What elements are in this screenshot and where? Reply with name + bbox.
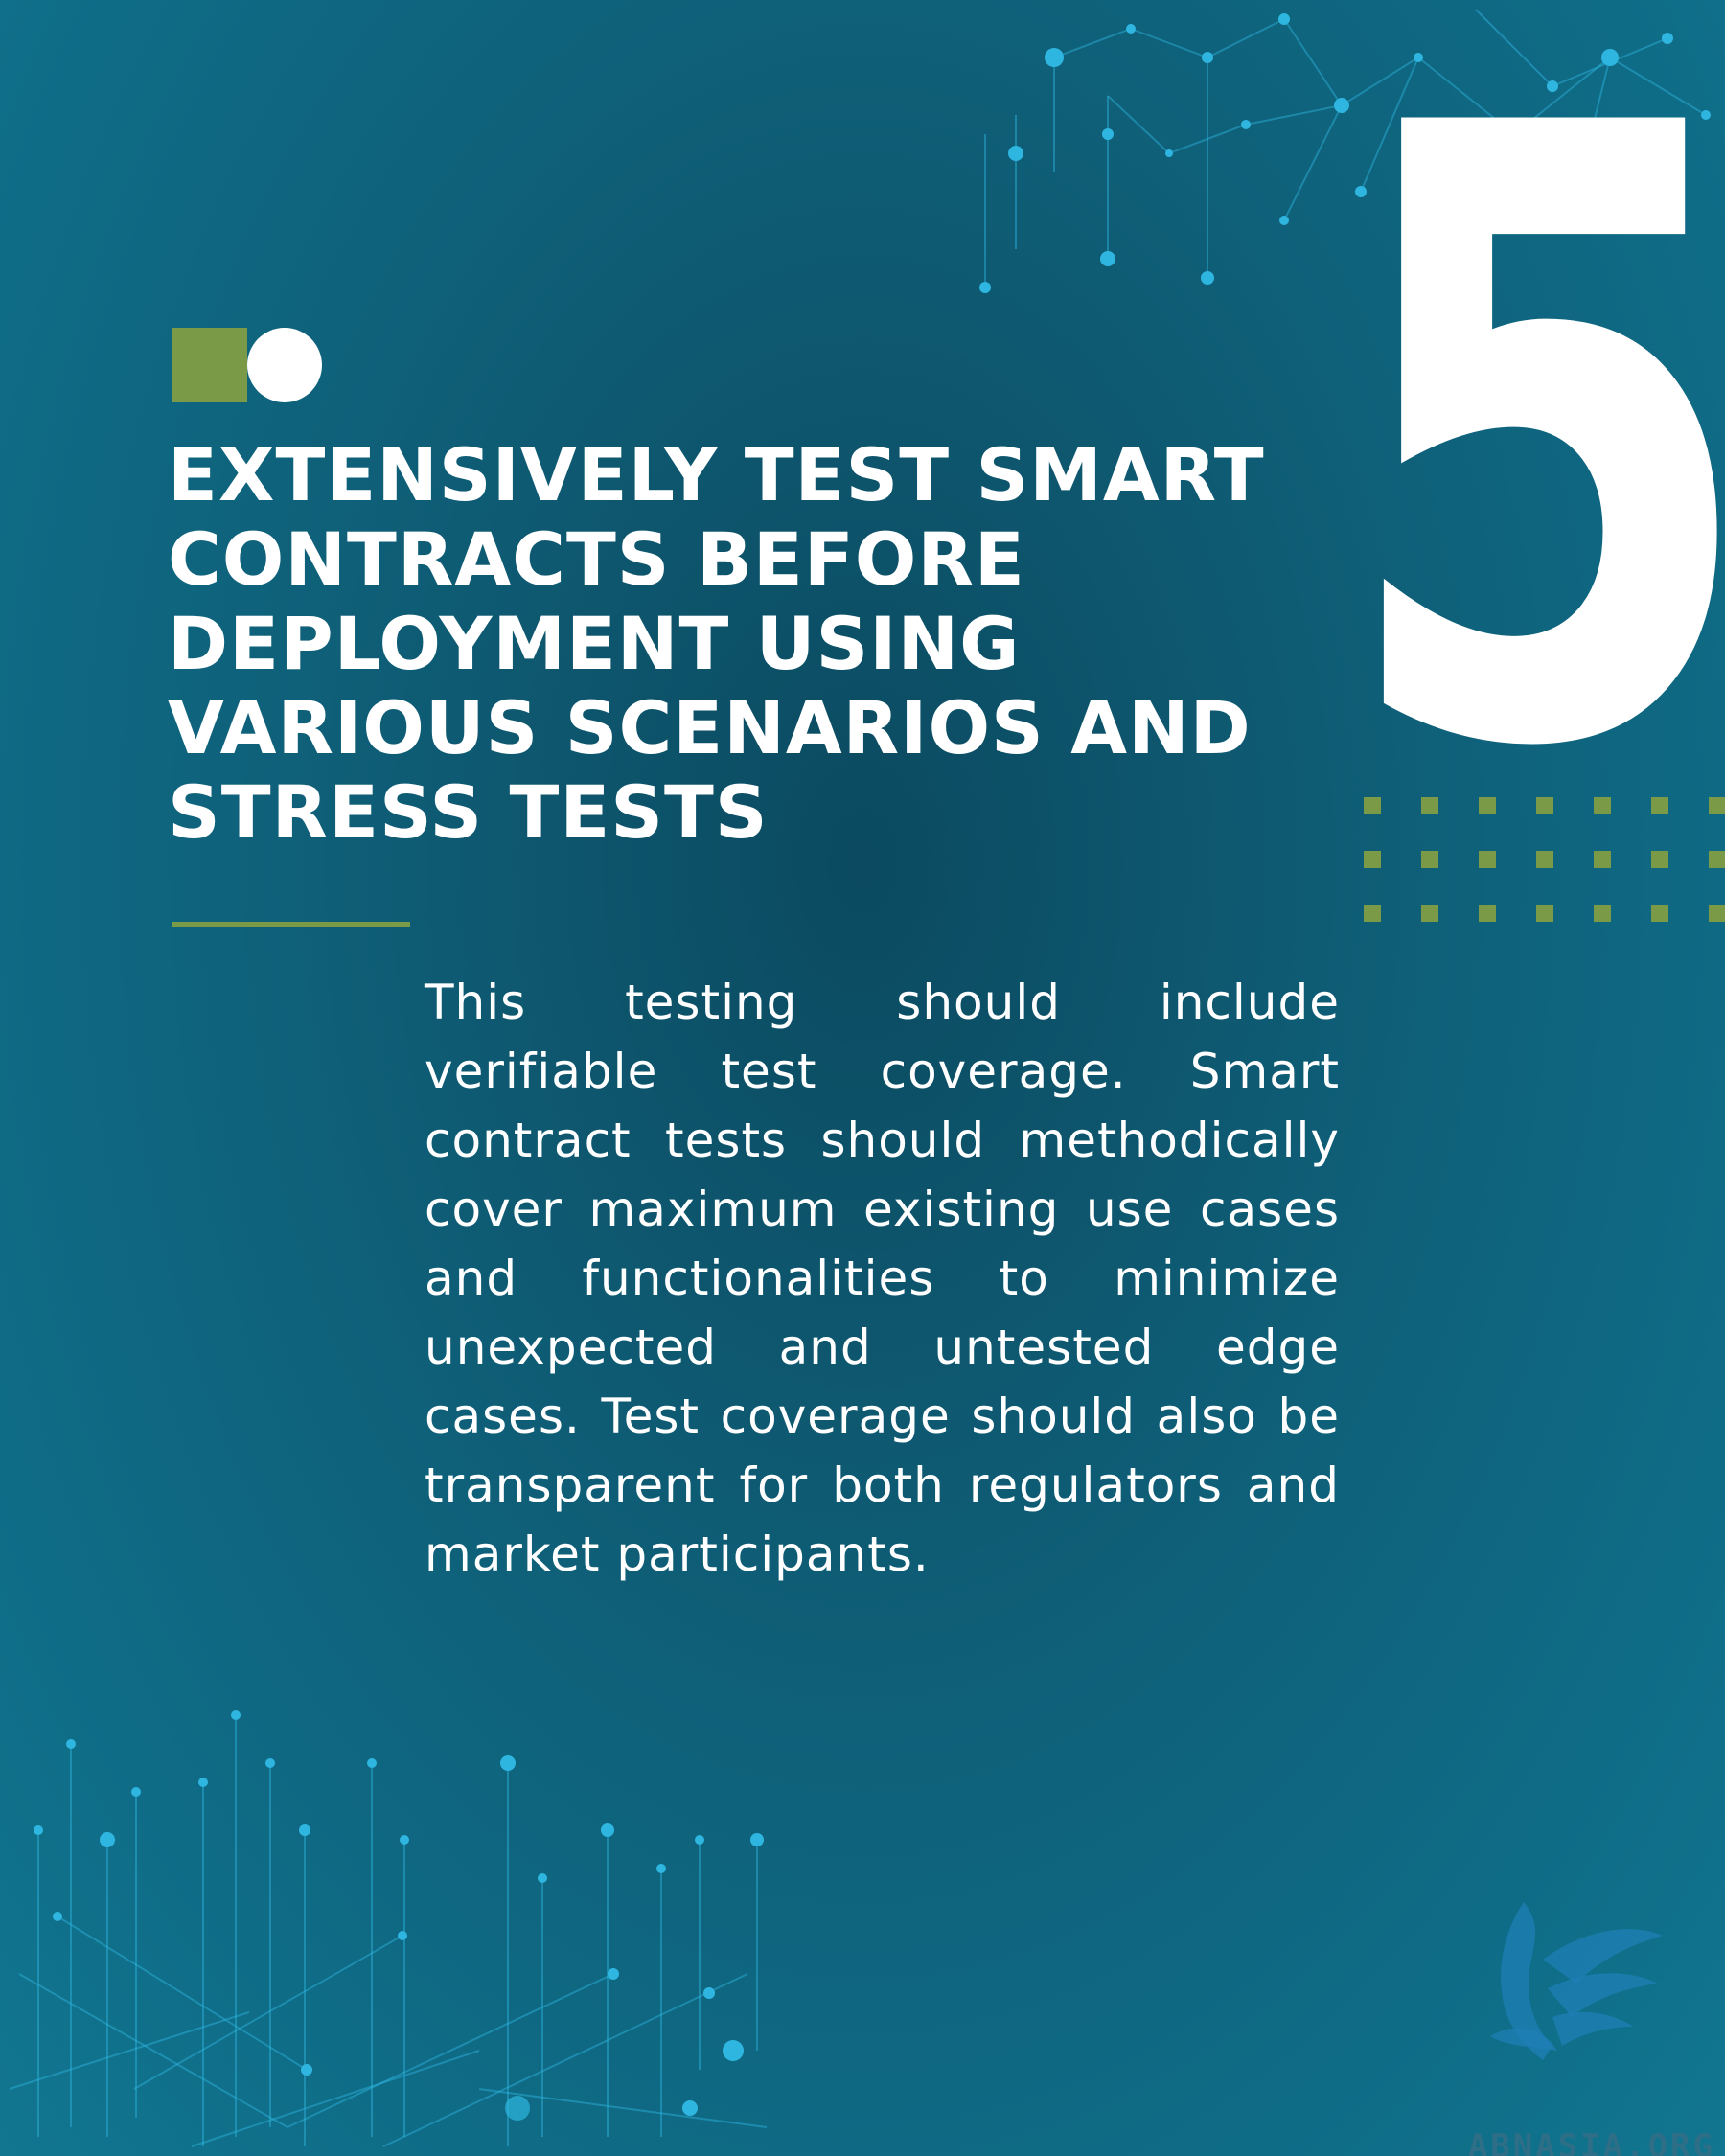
square-dot-grid	[1364, 797, 1725, 922]
logo-text: ABNASIA.ORG	[1467, 2127, 1715, 2156]
network-icon	[9, 1710, 768, 2147]
step-number: 5	[1337, 0, 1725, 931]
divider	[172, 922, 410, 927]
eagle-icon	[1490, 1902, 1663, 2060]
square-icon	[172, 328, 247, 402]
body-paragraph: This testing should include verifiable t…	[425, 975, 1340, 1582]
network-icon	[979, 9, 1711, 293]
page-title: EXTENSIVELY TEST SMART CONTRACTS BEFORE …	[168, 432, 1265, 855]
circle-icon	[247, 328, 322, 402]
